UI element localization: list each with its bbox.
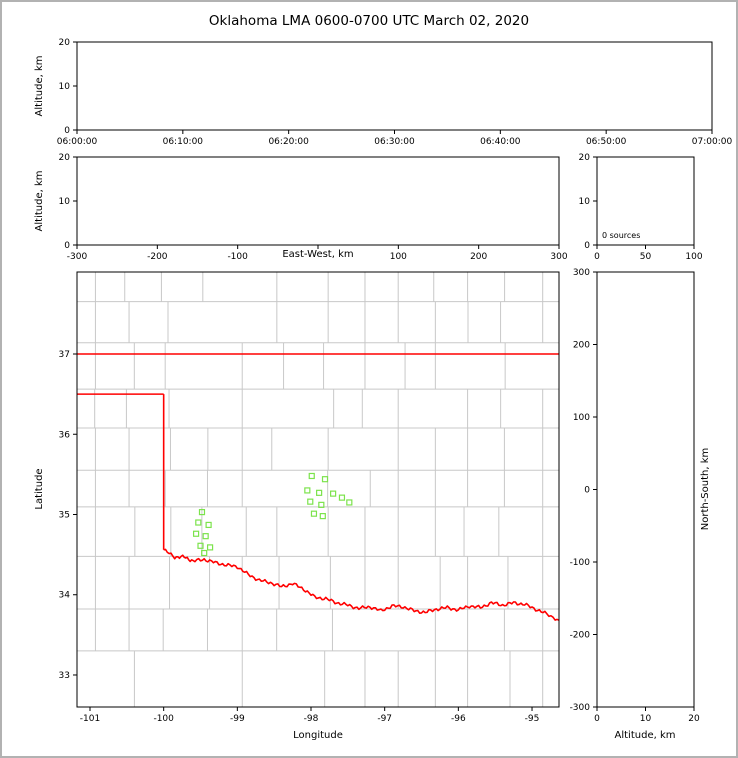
- station-marker: [310, 510, 318, 517]
- station-marker: [307, 498, 314, 505]
- station-marker: [319, 513, 326, 520]
- y-tick-label: 20: [59, 153, 71, 163]
- eastwest-altitude-panel: [76, 156, 560, 246]
- x-tick-label: 300: [550, 252, 567, 262]
- station-marker: [197, 542, 204, 549]
- x-tick-label: 0: [594, 252, 600, 262]
- time-altitude-panel: [76, 41, 713, 131]
- xlabel-ns-altitude: Altitude, km: [614, 730, 676, 741]
- x-tick-label: 100: [685, 252, 702, 262]
- x-tick-label: 200: [470, 252, 487, 262]
- y-tick-label: 37: [59, 350, 70, 360]
- station-marker: [346, 499, 353, 506]
- x-tick-label: 0: [594, 714, 600, 724]
- x-tick-label: 06:30:00: [374, 137, 415, 147]
- y-tick-label: 0: [64, 241, 70, 251]
- station-marker: [318, 501, 325, 508]
- y-tick-label: 20: [59, 38, 71, 48]
- station-marker: [316, 489, 323, 496]
- x-tick-label: -100: [227, 252, 248, 262]
- x-tick-label: -95: [525, 714, 540, 724]
- y-tick-label: 20: [579, 153, 591, 163]
- ylabel-eastwest-altitude: Altitude, km: [34, 170, 45, 232]
- y-tick-label: 0: [584, 241, 590, 251]
- station-marker: [206, 544, 214, 551]
- y-tick-label: -100: [570, 558, 591, 568]
- y-tick-label: 100: [573, 413, 590, 423]
- x-tick-label: 06:20:00: [268, 137, 309, 147]
- state-border-red-river: [163, 548, 560, 622]
- x-tick-label: 06:10:00: [163, 137, 204, 147]
- y-tick-label: 10: [59, 197, 71, 207]
- station-marker: [330, 490, 337, 497]
- y-tick-label: 0: [584, 486, 590, 496]
- y-tick-label: 0: [64, 126, 70, 136]
- ylabel-map-latitude: Latitude: [34, 468, 45, 510]
- station-marker: [321, 476, 329, 483]
- station-marker: [338, 494, 346, 501]
- x-tick-label: 50: [640, 252, 652, 262]
- y-tick-label: 34: [59, 591, 71, 601]
- y-tick-label: 10: [59, 82, 71, 92]
- figure-title: Oklahoma LMA 0600-0700 UTC March 02, 202…: [208, 13, 530, 29]
- y-tick-label: -300: [570, 703, 591, 713]
- y-tick-label: 10: [579, 197, 591, 207]
- station-marker: [202, 533, 209, 540]
- xlabel-eastwest: East-West, km: [282, 249, 354, 260]
- x-tick-label: 100: [390, 252, 407, 262]
- x-tick-label: -300: [67, 252, 88, 262]
- x-tick-label: -97: [377, 714, 392, 724]
- y-tick-label: 300: [573, 268, 590, 278]
- source-count-annotation: 0 sources: [602, 231, 641, 240]
- station-marker: [195, 519, 202, 526]
- y-tick-label: 35: [59, 510, 70, 520]
- station-marker: [308, 472, 315, 480]
- x-tick-label: -101: [80, 714, 100, 724]
- x-tick-label: 07:00:00: [692, 137, 733, 147]
- ylabel-time-altitude: Altitude, km: [34, 55, 45, 117]
- station-marker: [201, 549, 208, 557]
- x-tick-label: 10: [640, 714, 652, 724]
- y-tick-label: 200: [573, 341, 590, 351]
- x-tick-label: -200: [147, 252, 168, 262]
- station-marker: [198, 508, 206, 516]
- map-panel: [76, 271, 560, 708]
- northsouth-altitude-panel: [596, 271, 695, 708]
- x-tick-label: 06:00:00: [57, 137, 98, 147]
- xlabel-map-longitude: Longitude: [293, 730, 343, 741]
- x-tick-label: 20: [688, 714, 700, 724]
- station-marker: [304, 487, 311, 494]
- x-tick-label: 06:50:00: [586, 137, 627, 147]
- y-tick-label: -200: [570, 631, 591, 641]
- ylabel-northsouth: North-South, km: [700, 447, 711, 531]
- x-tick-label: -96: [451, 714, 466, 724]
- y-tick-label: 36: [59, 430, 71, 440]
- x-tick-label: -100: [153, 714, 174, 724]
- station-marker: [192, 530, 200, 537]
- y-tick-label: 33: [59, 671, 70, 681]
- x-tick-label: 06:40:00: [480, 137, 521, 147]
- x-tick-label: -98: [304, 714, 319, 724]
- source-histogram-panel: [596, 156, 695, 246]
- x-tick-label: -99: [230, 714, 245, 724]
- station-marker: [205, 521, 212, 529]
